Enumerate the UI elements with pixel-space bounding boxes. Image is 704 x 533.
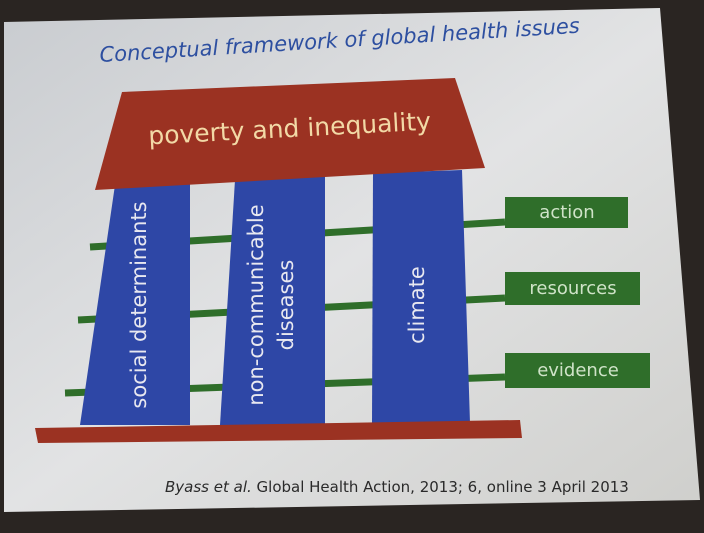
pillar-label: diseases [274,260,298,351]
pillar-label: non-communicable [244,204,268,405]
slide-photo: Conceptual framework of global health is… [0,0,704,533]
pillar-label: climate [405,266,429,344]
citation: Byass et al. Global Health Action, 2013;… [165,478,629,496]
bar-label: resources [529,278,616,299]
citation-rest: Global Health Action, 2013; 6, online 3 … [252,478,629,496]
bar-label: evidence [537,360,619,381]
page: Conceptual framework of global health is… [0,0,704,533]
pillar-label: social determinants [127,201,151,408]
bar-label: action [539,202,594,223]
citation-authors: Byass et al. [165,478,252,496]
